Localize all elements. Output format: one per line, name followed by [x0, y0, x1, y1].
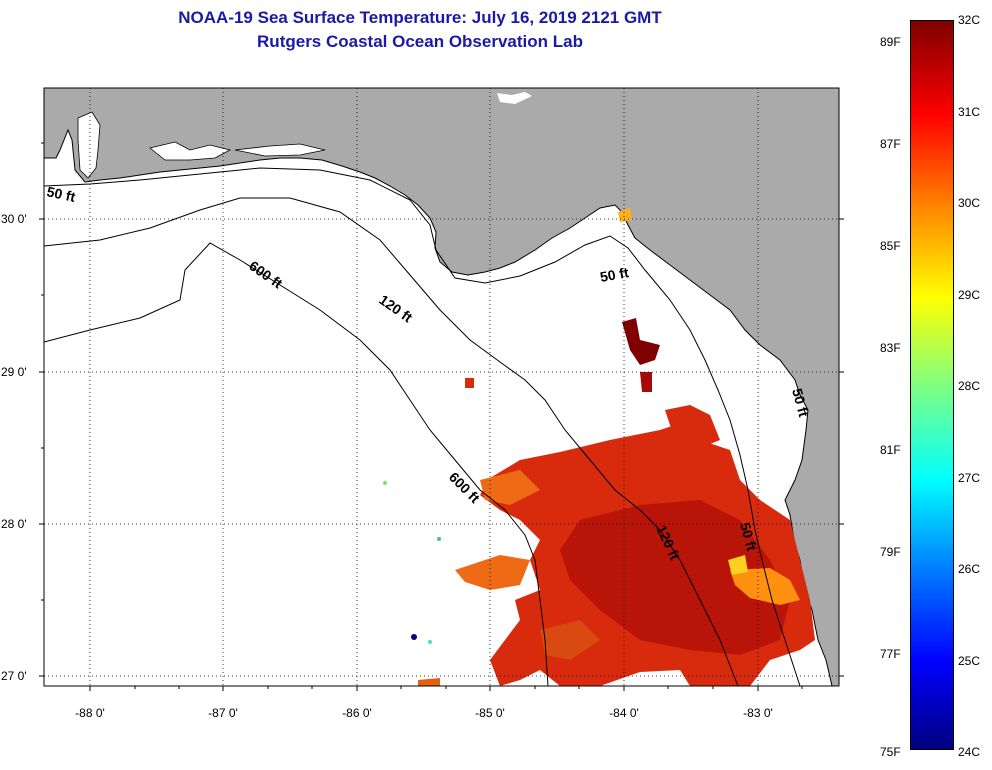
lon-label: -83 0': [743, 706, 773, 720]
lat-label: 27 0': [1, 669, 27, 683]
colorbar-fahrenheit-label: 89F: [880, 36, 901, 48]
colorbar-fahrenheit-label: 83F: [880, 342, 901, 354]
lon-label: -86 0': [342, 706, 372, 720]
colorbar-celsius-label: 25C: [958, 655, 980, 667]
temperature-colorbar: [910, 20, 954, 750]
colorbar-celsius-label: 29C: [958, 289, 980, 301]
colorbar-fahrenheit-label: 81F: [880, 444, 901, 456]
lon-label: -88 0': [75, 706, 105, 720]
colorbar-fahrenheit-label: 85F: [880, 240, 901, 252]
sst-map: 50 ft 600 ft 120 ft 50 ft 600 ft 120 ft …: [0, 0, 870, 770]
lat-label: 28 0': [1, 517, 27, 531]
lat-label: 29 0': [1, 365, 27, 379]
colorbar-celsius-label: 26C: [958, 563, 980, 575]
colorbar-celsius-label: 31C: [958, 106, 980, 118]
colorbar-fahrenheit-label: 77F: [880, 648, 901, 660]
colorbar-fahrenheit-label: 79F: [880, 546, 901, 558]
lon-label: -87 0': [208, 706, 238, 720]
colorbar-celsius-label: 28C: [958, 380, 980, 392]
colorbar-celsius-label: 27C: [958, 472, 980, 484]
lon-label: -84 0': [609, 706, 639, 720]
lat-label: 30 0': [1, 212, 27, 226]
colorbar-celsius-label: 24C: [958, 746, 980, 758]
colorbar-fahrenheit-label: 87F: [880, 138, 901, 150]
colorbar-celsius-label: 32C: [958, 14, 980, 26]
colorbar-celsius-label: 30C: [958, 197, 980, 209]
colorbar-fahrenheit-label: 75F: [880, 746, 901, 758]
lon-label: -85 0': [475, 706, 505, 720]
